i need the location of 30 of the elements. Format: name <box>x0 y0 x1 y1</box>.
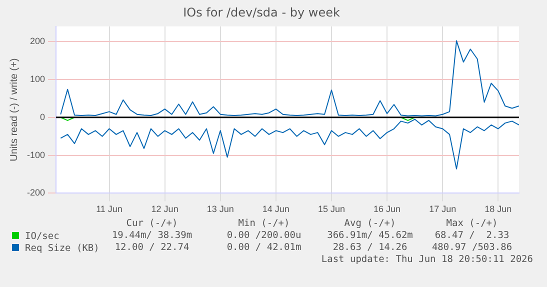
y-tick-label: 200 <box>30 36 46 46</box>
x-tick-label: 15 Jun <box>318 204 346 214</box>
text: 0.00 / 42.01m <box>226 242 302 253</box>
y-tick-label: -200 <box>27 188 46 198</box>
text: Min (-/+) <box>238 218 290 229</box>
text: Avg (-/+) <box>344 218 396 229</box>
text: Cur (-/+) <box>126 218 178 229</box>
chart-title: IOs for /dev/sda - by week <box>183 5 340 20</box>
text: 0.00 /200.00u <box>226 230 302 241</box>
text: 480.97 /503.86 <box>432 242 512 253</box>
y-tick-label: -100 <box>27 150 46 160</box>
x-tick-label: 14 Jun <box>262 204 290 214</box>
text: Max (-/+) <box>446 218 498 229</box>
x-tick-label: 18 Jun <box>484 204 512 214</box>
y-tick-label: 100 <box>30 74 46 84</box>
legend-label: IO/sec <box>25 231 60 242</box>
x-tick-label: 16 Jun <box>374 204 401 214</box>
y-axis-title: Units read (-) / write (+) <box>8 58 20 162</box>
text: 12.00 / 22.74 <box>114 242 190 253</box>
y-tick-label: 0 <box>40 112 46 122</box>
text: 19.44m/ 38.39m <box>112 230 192 241</box>
text: 28.63 / 14.26 <box>332 242 408 253</box>
x-tick-label: 13 Jun <box>206 204 234 214</box>
legend-label: Req Size (KB) <box>25 243 100 254</box>
x-tick-label: 17 Jun <box>429 204 456 214</box>
x-tick-label: 12 Jun <box>151 204 178 214</box>
x-tick-label: 11 Jun <box>96 204 122 214</box>
text: 68.47 / 2.33 <box>434 230 510 241</box>
text: 366.91m/ 45.62m <box>327 230 413 241</box>
text: Last update: Thu Jun 18 20:50:11 2026 <box>321 254 533 265</box>
